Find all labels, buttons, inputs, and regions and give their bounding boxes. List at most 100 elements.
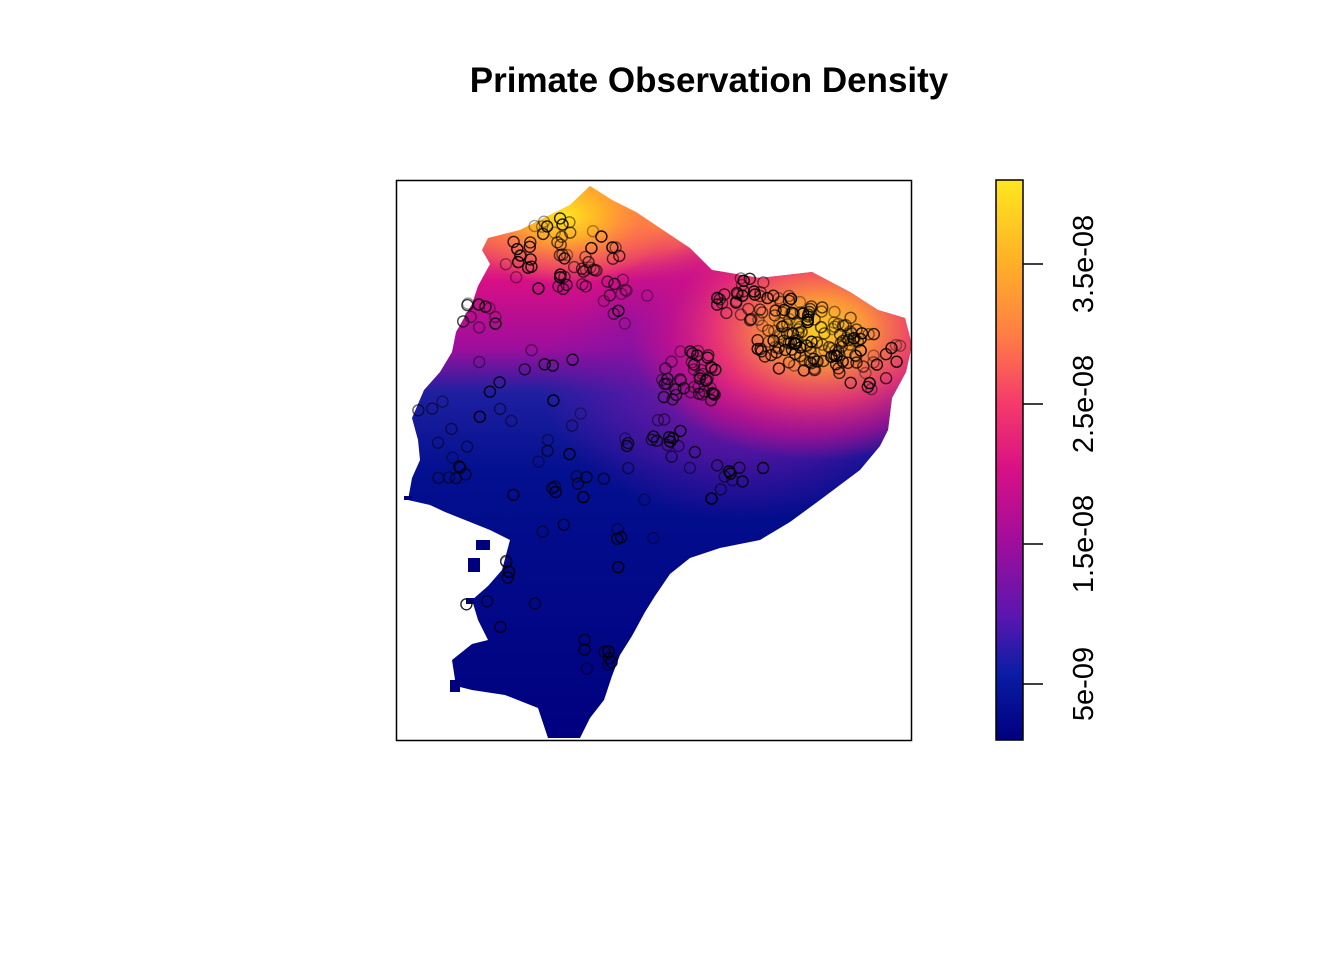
observation-point bbox=[578, 633, 591, 646]
observation-point bbox=[578, 643, 591, 656]
observation-point bbox=[607, 307, 620, 320]
observation-point bbox=[827, 316, 841, 329]
observation-point bbox=[611, 523, 624, 536]
observation-point bbox=[557, 518, 570, 531]
observation-point bbox=[670, 388, 683, 402]
observation-point bbox=[669, 383, 682, 396]
observation-point bbox=[844, 325, 857, 338]
observation-point bbox=[832, 345, 845, 358]
observation-point bbox=[832, 362, 845, 375]
observation-point bbox=[598, 645, 611, 658]
observation-point bbox=[718, 470, 731, 483]
observation-point bbox=[555, 230, 568, 244]
observation-point bbox=[510, 271, 523, 284]
observation-point bbox=[711, 291, 724, 305]
observation-point bbox=[842, 333, 855, 347]
observation-point bbox=[472, 321, 486, 334]
observation-point bbox=[479, 300, 492, 313]
observation-point bbox=[586, 224, 600, 238]
observation-point bbox=[850, 350, 863, 363]
observation-point bbox=[609, 241, 622, 254]
observation-point bbox=[704, 381, 717, 395]
observation-point bbox=[735, 278, 749, 292]
observation-point bbox=[597, 294, 610, 308]
observation-point bbox=[546, 359, 559, 372]
observation-point bbox=[861, 380, 874, 394]
observation-point bbox=[867, 327, 880, 341]
observation-point bbox=[493, 402, 507, 416]
observation-point bbox=[784, 292, 798, 305]
observation-point bbox=[602, 645, 615, 658]
observation-point bbox=[563, 447, 576, 461]
observation-point bbox=[553, 271, 567, 284]
observation-point bbox=[540, 220, 554, 233]
observation-point bbox=[674, 374, 688, 387]
observation-point bbox=[828, 320, 841, 333]
observation-point bbox=[859, 366, 872, 380]
observation-point bbox=[736, 475, 749, 488]
observation-point bbox=[601, 275, 614, 288]
observation-point bbox=[528, 219, 541, 233]
observation-point bbox=[726, 474, 739, 487]
observation-point bbox=[762, 324, 775, 337]
observation-point bbox=[576, 278, 589, 291]
observation-point bbox=[472, 298, 485, 311]
observation-point bbox=[460, 440, 474, 453]
observation-point bbox=[638, 493, 651, 506]
observation-point bbox=[524, 236, 537, 249]
observation-point bbox=[641, 289, 654, 302]
observation-point bbox=[473, 355, 486, 369]
observation-point bbox=[657, 390, 671, 404]
observation-point bbox=[570, 470, 583, 483]
observation-point bbox=[571, 477, 585, 490]
observation-point bbox=[613, 249, 626, 263]
observation-point bbox=[710, 298, 724, 311]
observation-point bbox=[574, 407, 587, 420]
legend-tick-label: 3.5e-08 bbox=[1068, 215, 1100, 313]
observation-point bbox=[793, 320, 807, 334]
observation-point bbox=[788, 359, 801, 372]
observation-point bbox=[844, 376, 857, 389]
observation-point bbox=[489, 310, 502, 324]
observation-point bbox=[818, 327, 831, 340]
observation-point bbox=[590, 264, 603, 277]
observation-point bbox=[499, 258, 513, 271]
observation-point bbox=[603, 289, 617, 302]
observation-point bbox=[804, 341, 817, 355]
observation-point bbox=[494, 620, 507, 634]
observation-point bbox=[658, 413, 671, 426]
observation-point bbox=[606, 241, 619, 254]
observation-point bbox=[446, 451, 459, 464]
observation-point bbox=[794, 349, 807, 363]
observation-point bbox=[548, 226, 561, 239]
observation-point bbox=[620, 284, 633, 297]
observation-point bbox=[890, 355, 903, 368]
observation-point bbox=[553, 212, 567, 225]
observation-point bbox=[782, 356, 796, 369]
observation-point bbox=[502, 565, 516, 579]
observation-point bbox=[577, 490, 590, 504]
observation-point bbox=[493, 376, 506, 389]
observation-point bbox=[445, 422, 458, 436]
observation-point bbox=[557, 282, 570, 296]
observation-point bbox=[436, 395, 449, 408]
observation-point bbox=[483, 385, 497, 398]
observation-point bbox=[753, 303, 767, 316]
legend-tick-label: 5e-09 bbox=[1068, 647, 1100, 721]
observation-point bbox=[538, 358, 551, 371]
observation-point bbox=[685, 356, 698, 369]
observation-point bbox=[505, 414, 518, 428]
observation-point bbox=[729, 296, 743, 309]
observation-point bbox=[767, 289, 780, 302]
observation-point bbox=[879, 348, 893, 361]
observation-point bbox=[701, 372, 715, 385]
observation-point bbox=[566, 353, 579, 366]
observation-point bbox=[693, 372, 707, 385]
observation-point bbox=[815, 305, 828, 318]
observation-point bbox=[687, 380, 701, 394]
observation-point bbox=[525, 344, 538, 357]
observation-point bbox=[828, 305, 841, 319]
observation-point bbox=[867, 356, 880, 369]
observation-point bbox=[756, 306, 769, 319]
observation-point bbox=[651, 414, 665, 427]
